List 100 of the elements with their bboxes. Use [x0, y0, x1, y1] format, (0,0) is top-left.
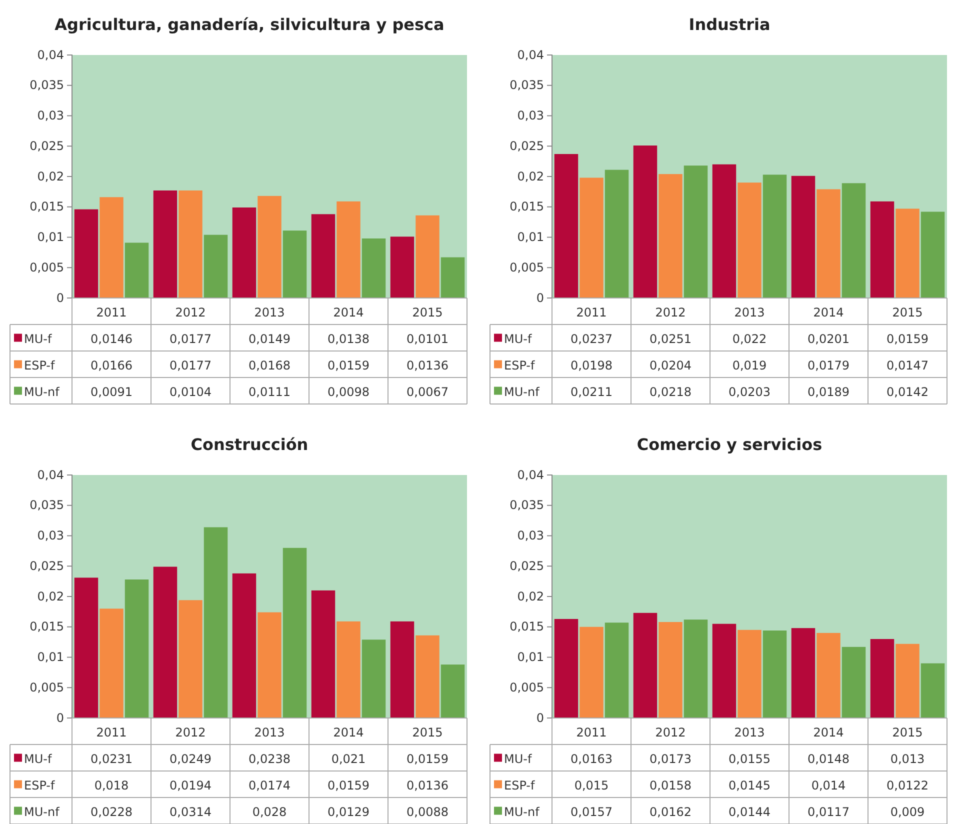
data-label: 0,0101 — [406, 332, 448, 346]
data-label: 0,028 — [252, 804, 287, 819]
legend-label: MU-nf — [504, 804, 540, 819]
data-label: 0,0162 — [650, 804, 692, 819]
data-label: 0,0104 — [170, 384, 212, 399]
bar — [204, 527, 228, 718]
data-label: 0,018 — [94, 778, 129, 792]
y-tick-label: 0,02 — [517, 169, 544, 184]
legend-label: MU-nf — [504, 384, 540, 399]
y-tick-label: 0 — [536, 290, 544, 305]
data-label: 0,0098 — [328, 384, 370, 399]
data-label: 0,0249 — [170, 752, 212, 766]
data-label: 0,0138 — [328, 332, 370, 346]
x-tick-label: 2015 — [892, 305, 923, 320]
legend-label: ESP-f — [504, 358, 536, 372]
data-label: 0,0088 — [406, 804, 448, 819]
y-tick-label: 0 — [536, 710, 544, 725]
y-tick-label: 0,02 — [517, 589, 544, 604]
x-tick-label: 2014 — [333, 305, 364, 320]
x-tick-label: 2012 — [655, 725, 686, 740]
x-tick-label: 2011 — [96, 305, 127, 320]
bar — [124, 242, 149, 298]
bar — [896, 208, 920, 298]
y-tick-label: 0,005 — [510, 260, 544, 274]
data-label: 0,015 — [574, 778, 609, 792]
data-label: 0,0194 — [170, 778, 212, 792]
x-tick-label: 2014 — [813, 305, 844, 320]
x-tick-label: 2012 — [175, 305, 206, 320]
bar — [390, 236, 414, 298]
bar — [712, 624, 736, 718]
x-tick-label: 2015 — [412, 725, 443, 740]
bar — [870, 639, 894, 718]
y-tick-label: 0,04 — [517, 48, 544, 62]
y-tick-label: 0,01 — [37, 650, 64, 664]
data-label: 0,022 — [732, 332, 767, 346]
bar — [791, 628, 816, 718]
data-label: 0,0314 — [170, 804, 212, 819]
bar — [258, 612, 282, 718]
bar — [920, 663, 945, 718]
bar — [124, 579, 149, 718]
y-tick-label: 0,035 — [30, 78, 64, 92]
y-tick-label: 0,025 — [30, 558, 64, 573]
bar — [258, 196, 282, 298]
bar — [816, 189, 840, 298]
x-tick-label: 2012 — [175, 725, 206, 740]
data-label: 0,0168 — [248, 358, 290, 372]
bar — [842, 646, 866, 718]
bar — [920, 212, 945, 298]
data-label: 0,0148 — [808, 752, 850, 766]
bar — [282, 548, 307, 718]
x-tick-label: 2014 — [813, 725, 844, 740]
bar — [554, 154, 578, 298]
x-tick-label: 2015 — [412, 305, 443, 320]
data-label: 0,0091 — [90, 384, 132, 399]
bar — [816, 632, 840, 718]
data-label: 0,0201 — [808, 332, 850, 346]
data-label: 0,009 — [890, 804, 925, 819]
bar — [416, 635, 440, 718]
data-label: 0,0177 — [170, 332, 212, 346]
bar — [738, 182, 762, 298]
bar — [604, 170, 629, 298]
chart-title: Agricultura, ganadería, silvicultura y pesca — [54, 15, 444, 34]
data-label: 0,0237 — [570, 332, 612, 346]
data-label: 0,0145 — [728, 778, 770, 792]
y-tick-label: 0,03 — [37, 528, 64, 543]
chart-title: Industria — [688, 15, 770, 34]
data-label: 0,0122 — [886, 778, 928, 792]
data-label: 0,0147 — [886, 358, 928, 372]
bar — [738, 630, 762, 718]
bar — [362, 238, 386, 298]
data-label: 0,0146 — [90, 332, 132, 346]
bar — [311, 590, 336, 718]
data-label: 0,0218 — [650, 384, 692, 399]
y-tick-label: 0,03 — [517, 108, 544, 123]
bar — [712, 164, 736, 298]
data-label: 0,0166 — [90, 358, 132, 372]
bar — [336, 201, 360, 298]
data-label: 0,0155 — [728, 752, 770, 766]
legend-label: MU-f — [24, 332, 52, 346]
bar — [896, 644, 920, 718]
bar — [580, 626, 604, 718]
bar — [440, 664, 465, 718]
bar — [282, 230, 307, 298]
bar — [416, 215, 440, 298]
data-label: 0,0173 — [650, 752, 692, 766]
bar — [440, 257, 465, 298]
data-label: 0,0238 — [248, 752, 290, 766]
bar — [604, 622, 629, 718]
bar — [633, 612, 658, 718]
data-label: 0,019 — [732, 358, 767, 372]
data-label: 0,0177 — [170, 358, 212, 372]
bar — [232, 573, 256, 718]
y-tick-label: 0 — [56, 290, 64, 305]
bar — [153, 190, 178, 298]
bar — [684, 620, 708, 718]
y-tick-label: 0,035 — [510, 78, 544, 92]
legend-label: MU-nf — [24, 804, 60, 819]
data-label: 0,021 — [331, 752, 366, 766]
y-tick-label: 0,04 — [37, 468, 64, 482]
x-tick-label: 2011 — [96, 725, 127, 740]
